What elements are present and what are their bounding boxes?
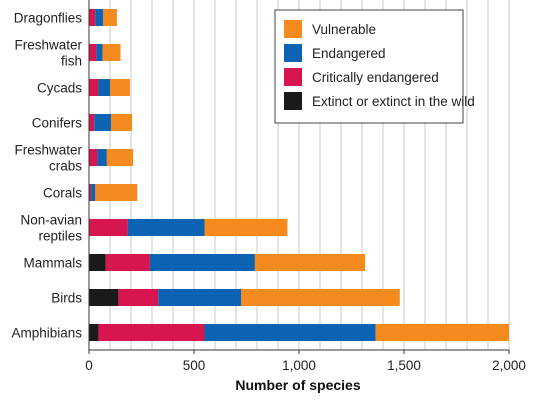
bar-segment	[98, 324, 205, 341]
x-tick-label: 1,000	[282, 358, 316, 373]
bar-segment	[89, 254, 106, 271]
bar-segment	[97, 149, 107, 166]
bar-segment	[158, 289, 242, 306]
bar-segment	[105, 254, 150, 271]
x-tick-label: 500	[183, 358, 206, 373]
category-label: Dragonflies	[14, 11, 83, 26]
category-label: Cycads	[37, 81, 82, 96]
bar-segment	[89, 114, 95, 131]
bar-segment	[103, 9, 117, 26]
bar-segment	[110, 79, 130, 96]
bar-segment	[204, 324, 376, 341]
bar-segment	[375, 324, 509, 341]
legend-label: Endangered	[312, 46, 386, 61]
category-label: Freshwater fish	[14, 38, 82, 69]
legend-label: Extinct or extinct in the wild	[312, 94, 475, 109]
bar-segment	[95, 184, 138, 201]
bar-segment	[106, 149, 134, 166]
bar-segment	[89, 219, 128, 236]
legend-swatch	[284, 20, 302, 38]
bars-layer	[89, 9, 509, 341]
legend-box	[274, 9, 464, 124]
legend-swatch	[284, 92, 302, 110]
x-tick-label: 1,500	[387, 358, 421, 373]
legend: Vulnerable Endangered Critically endangere…	[274, 9, 475, 124]
bar-segment	[91, 184, 96, 201]
category-label: Non-avian reptiles	[20, 213, 82, 244]
bar-segment	[118, 289, 159, 306]
bar-segment	[94, 114, 112, 131]
category-label: Amphibians	[11, 326, 82, 341]
bar-segment	[149, 254, 255, 271]
bar-segment	[89, 184, 92, 201]
bar-segment	[89, 9, 96, 26]
bar-segment	[89, 324, 99, 341]
bar-segment	[204, 219, 288, 236]
bar-segment	[89, 289, 119, 306]
bar-segment	[89, 79, 99, 96]
category-label: Conifers	[32, 116, 83, 131]
legend-swatch	[284, 68, 302, 86]
category-label: Mammals	[23, 256, 82, 271]
category-label: Freshwater crabs	[14, 143, 82, 174]
bar-segment	[102, 44, 121, 61]
legend-label: Vulnerable	[312, 22, 376, 37]
bar-segment	[111, 114, 133, 131]
bar-segment	[127, 219, 205, 236]
bar-segment	[95, 9, 104, 26]
x-tick-label: 0	[85, 358, 93, 373]
bar-segment	[254, 254, 366, 271]
x-tick-label: 2,000	[492, 358, 526, 373]
bar-segment	[96, 44, 103, 61]
bar-segment	[241, 289, 400, 306]
legend-label: Critically endangered	[312, 70, 439, 85]
category-labels: Dragonflies Freshwater fish Cycads Conifers F…	[11, 11, 82, 341]
legend-swatch	[284, 44, 302, 62]
x-axis-title: Number of species	[235, 377, 360, 393]
category-label: Birds	[51, 291, 82, 306]
bar-segment	[98, 79, 110, 96]
bar-segment	[89, 44, 97, 61]
category-label: Corals	[43, 186, 82, 201]
bar-segment	[89, 149, 98, 166]
tick-labels: 0 500 1,000 1,500 2,000	[85, 350, 526, 373]
